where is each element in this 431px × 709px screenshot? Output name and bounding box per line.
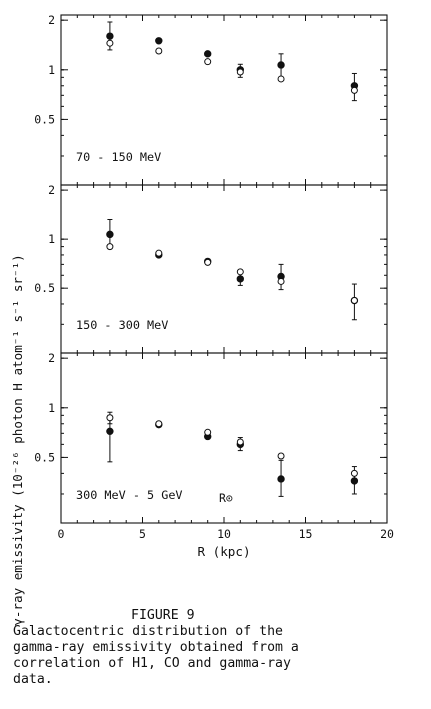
open-data-point bbox=[204, 258, 212, 266]
x-tick-label: 10 bbox=[217, 527, 231, 541]
y-tick-label: 0.5 bbox=[34, 450, 55, 464]
caption-heading: FIGURE 9 bbox=[131, 608, 195, 623]
caption-line: correlation of H1, CO and gamma-ray bbox=[13, 656, 291, 671]
open-data-point bbox=[155, 249, 163, 257]
open-data-point bbox=[106, 243, 114, 251]
open-data-point bbox=[204, 58, 212, 66]
filled-data-point bbox=[106, 427, 114, 436]
open-data-point bbox=[106, 414, 114, 422]
figure-caption: FIGURE 9 Galactocentric distribution of … bbox=[13, 608, 425, 688]
open-data-point bbox=[236, 438, 244, 446]
y-tick-label: 1 bbox=[48, 63, 55, 77]
open-data-point bbox=[350, 469, 358, 477]
y-tick-label: 2 bbox=[48, 13, 55, 27]
panel-energy-label: 150 - 300 MeV bbox=[76, 318, 168, 332]
filled-data-point bbox=[236, 275, 245, 283]
y-tick-label: 0.5 bbox=[34, 112, 55, 126]
x-tick-label: 5 bbox=[139, 527, 146, 541]
panel-2: 0.5 1 2 150 - 300 MeV bbox=[34, 183, 388, 354]
filled-data-point bbox=[350, 477, 359, 485]
open-data-point bbox=[236, 268, 244, 276]
solar-radius-label: R⊙ bbox=[219, 491, 233, 505]
open-data-point bbox=[350, 86, 358, 94]
panel-energy-label: 300 MeV - 5 GeV bbox=[76, 488, 183, 502]
filled-data-point bbox=[277, 61, 285, 69]
open-data-point bbox=[350, 297, 358, 305]
filled-data-point bbox=[106, 230, 114, 239]
open-data-point bbox=[236, 68, 244, 76]
y-tick-label: 2 bbox=[48, 183, 55, 197]
open-data-point bbox=[106, 39, 114, 47]
caption-line: data. bbox=[13, 672, 53, 687]
caption-line: Galactocentric distribution of the bbox=[13, 624, 283, 639]
open-data-point bbox=[277, 277, 285, 285]
panel-1: 0.5 1 2 70 - 150 MeV bbox=[34, 13, 388, 186]
open-data-point bbox=[204, 428, 212, 436]
panel-energy-label: 70 - 150 MeV bbox=[76, 150, 161, 164]
open-data-point bbox=[277, 75, 285, 83]
x-tick-label: 20 bbox=[380, 527, 394, 541]
caption-line: gamma-ray emissivity obtained from a bbox=[13, 640, 299, 655]
filled-data-point bbox=[155, 37, 163, 45]
y-tick-label: 1 bbox=[48, 401, 55, 415]
x-tick-label: 0 bbox=[58, 527, 65, 541]
y-tick-label: 2 bbox=[48, 351, 55, 365]
open-data-point bbox=[155, 420, 163, 428]
y-axis-label: γ-ray emissivity (10⁻²⁶ photon H atom⁻¹ … bbox=[10, 254, 25, 626]
open-data-point bbox=[277, 452, 285, 460]
y-tick-label: 0.5 bbox=[34, 281, 55, 295]
filled-data-point bbox=[277, 475, 285, 483]
filled-data-point bbox=[106, 32, 114, 40]
x-axis-label: R (kpc) bbox=[197, 544, 250, 559]
x-tick-label: 15 bbox=[299, 527, 313, 541]
open-data-point bbox=[155, 47, 163, 55]
y-tick-label: 1 bbox=[48, 232, 55, 246]
filled-data-point bbox=[204, 50, 212, 58]
